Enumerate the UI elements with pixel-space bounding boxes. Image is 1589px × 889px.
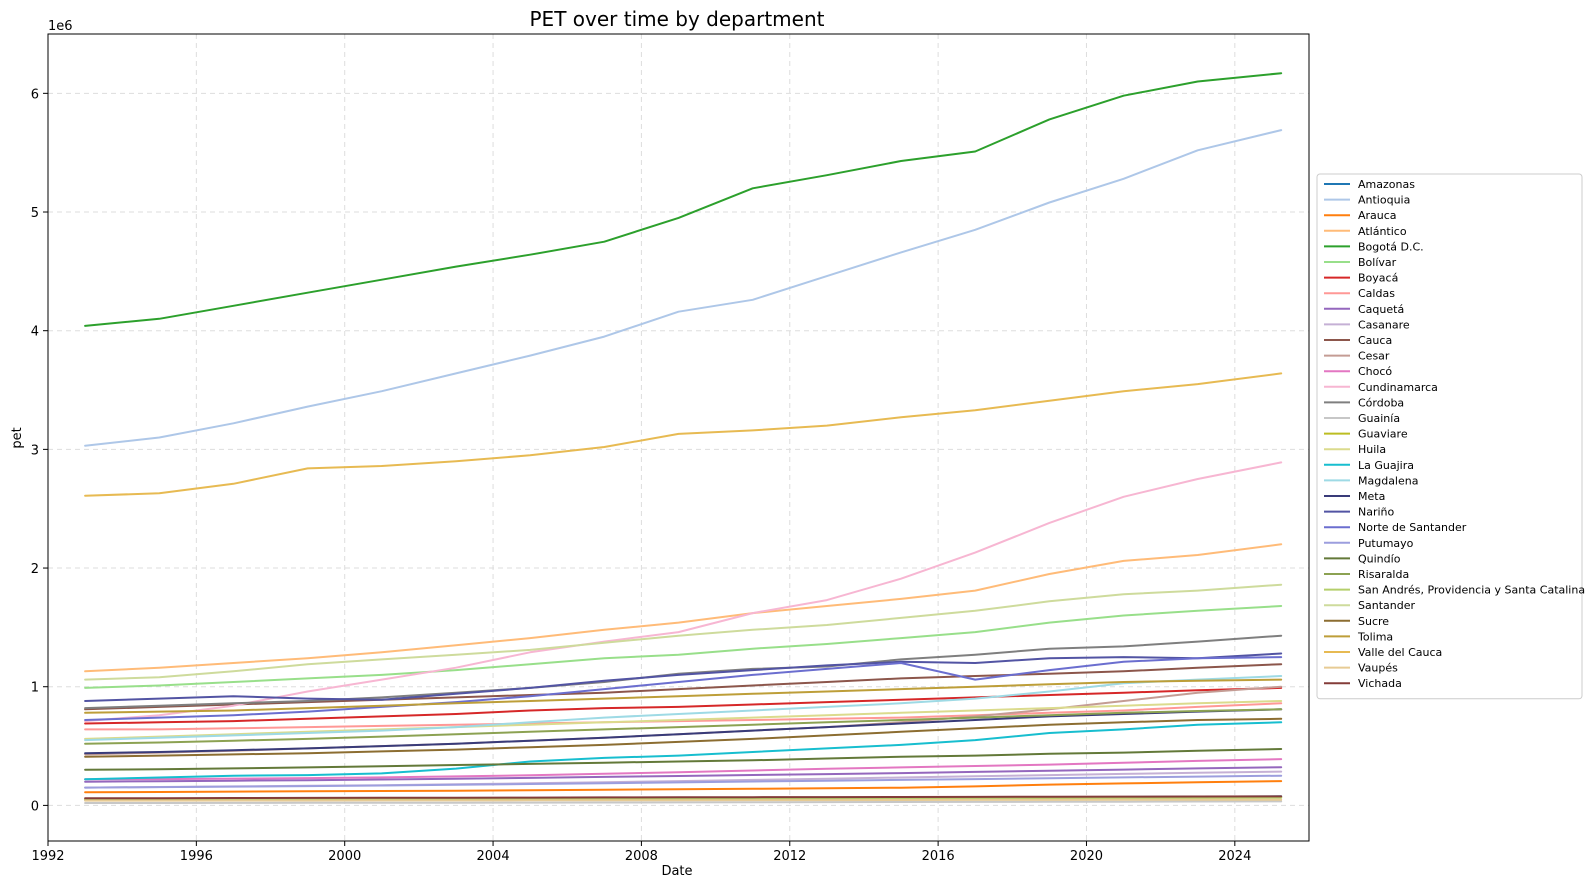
legend-label: Córdoba	[1358, 396, 1404, 409]
legend-label: Antioquia	[1358, 194, 1410, 207]
legend-label: Huila	[1358, 443, 1386, 456]
legend-label: Cundinamarca	[1358, 381, 1438, 394]
legend-label: Santander	[1358, 599, 1415, 612]
y-axis: 0 1 2 3 4 5 6	[31, 87, 48, 814]
series-line-vichada	[84, 795, 1283, 800]
legend-label: Chocó	[1358, 365, 1392, 378]
legend-label: Casanare	[1358, 318, 1410, 331]
x-tick-label: 2012	[773, 849, 806, 864]
grid	[47, 34, 1309, 841]
series-line-norte-de-santander	[84, 656, 1283, 721]
legend-label: La Guajira	[1358, 459, 1414, 472]
series-line-la-guajira	[84, 721, 1283, 781]
legend-label: Guainía	[1358, 412, 1400, 425]
series-line-cundinamarca	[84, 461, 1283, 723]
legend: Amazonas Antioquia Arauca Atlántico Bogotá D…	[1316, 173, 1585, 700]
series-line-guain-a	[84, 800, 1283, 804]
legend-label: Tolima	[1357, 630, 1393, 643]
y-axis-label: pet	[10, 427, 25, 448]
legend-label: Atlántico	[1358, 225, 1407, 238]
x-axis: 1992 1996 2000 2004 2008 2012 2016 2020 2024	[31, 841, 1251, 864]
x-tick-label: 2008	[625, 849, 658, 864]
legend-label: Quindío	[1358, 552, 1401, 565]
series-line-caquet-	[84, 766, 1283, 783]
series-line-nari-o	[84, 652, 1283, 702]
legend-label: Guaviare	[1358, 428, 1408, 441]
legend-label: Risaralda	[1358, 568, 1409, 581]
y-tick-label: 1	[31, 681, 39, 696]
plot-area	[47, 33, 1310, 842]
legend-label: Bogotá D.C.	[1358, 240, 1424, 253]
legend-label: San Andrés, Providencia y Santa Catalina	[1358, 584, 1585, 597]
legend-box	[1316, 173, 1583, 700]
legend-label: Nariño	[1358, 506, 1395, 519]
series-line-vaup-s	[84, 798, 1283, 802]
legend-label: Boyacá	[1358, 272, 1398, 285]
series-line-santander	[84, 583, 1283, 681]
y-offset-label: 1e6	[48, 19, 73, 34]
legend-label: Sucre	[1358, 615, 1389, 628]
series-line-atl-ntico	[84, 543, 1283, 673]
x-tick-label: 2020	[1070, 849, 1103, 864]
legend-label: Meta	[1358, 490, 1385, 503]
y-tick-label: 2	[31, 562, 39, 577]
series-line-antioquia	[84, 129, 1283, 447]
series-line-risaralda	[84, 708, 1283, 745]
series-line-bogot-d-c-	[84, 72, 1283, 327]
legend-label: Arauca	[1358, 209, 1397, 222]
y-tick-label: 5	[31, 206, 39, 221]
y-tick-label: 3	[31, 443, 39, 458]
x-tick-label: 2004	[477, 849, 510, 864]
x-axis-label: Date	[661, 864, 692, 879]
series-line-san-andr-s-providencia-y-santa-catalina	[84, 796, 1283, 801]
series-lines	[84, 72, 1283, 804]
series-line-meta	[84, 708, 1283, 755]
x-tick-label: 1996	[180, 849, 213, 864]
series-line-tolima	[84, 678, 1283, 714]
y-tick-label: 6	[31, 87, 39, 102]
legend-label: Valle del Cauca	[1358, 646, 1442, 659]
legend-label: Magdalena	[1358, 474, 1418, 487]
series-line-sucre	[84, 717, 1283, 758]
legend-label: Vaupés	[1358, 662, 1398, 675]
legend-label: Putumayo	[1358, 537, 1414, 550]
legend-label: Caldas	[1358, 287, 1395, 300]
series-line-boyac-	[84, 686, 1283, 725]
series-line-valle-del-cauca	[84, 372, 1283, 497]
series-line-quind-o	[84, 748, 1283, 771]
chart-title: PET over time by department	[530, 7, 825, 31]
x-tick-label: 1992	[31, 849, 64, 864]
series-line-huila	[84, 700, 1283, 740]
series-line-c-rdoba	[84, 634, 1283, 710]
legend-label: Cesar	[1358, 350, 1390, 363]
x-tick-label: 2016	[922, 849, 955, 864]
series-line-putumayo	[84, 774, 1283, 789]
legend-label: Amazonas	[1358, 178, 1415, 191]
legend-label: Bolívar	[1358, 256, 1397, 269]
y-tick-label: 4	[31, 325, 39, 340]
series-line-choc-	[84, 758, 1283, 781]
x-tick-label: 2024	[1218, 849, 1251, 864]
series-line-arauca	[84, 780, 1283, 794]
series-line-bol-var	[84, 605, 1283, 689]
legend-label: Cauca	[1358, 334, 1392, 347]
legend-label: Caquetá	[1358, 303, 1404, 316]
y-tick-label: 0	[31, 799, 39, 814]
series-line-caldas	[84, 702, 1283, 731]
series-line-cauca	[84, 663, 1283, 711]
series-line-magdalena	[84, 675, 1283, 742]
x-tick-label: 2000	[328, 849, 361, 864]
legend-label: Norte de Santander	[1358, 521, 1467, 534]
legend-label: Vichada	[1358, 677, 1402, 690]
